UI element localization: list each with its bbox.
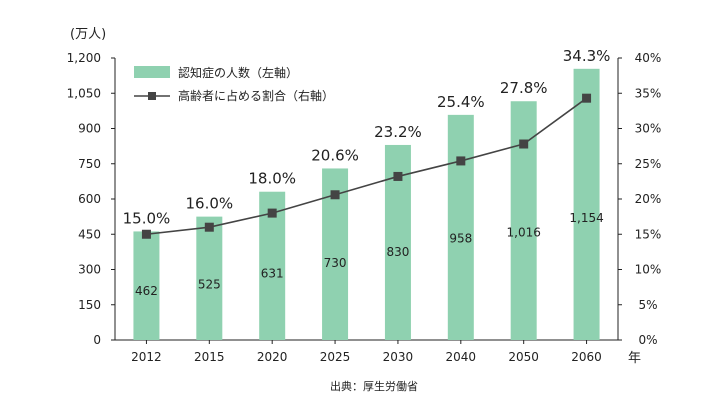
ratio-line-series (146, 97, 588, 236)
x-tick-label: 2050 (508, 350, 539, 364)
line-marker (141, 229, 151, 239)
left-tick-label: 300 (78, 263, 101, 277)
line-marker (519, 139, 529, 149)
legend-line-marker (148, 92, 156, 100)
x-tick-label: 2012 (131, 350, 162, 364)
left-tick-label: 900 (78, 122, 101, 136)
bar-value-label: 730 (324, 256, 347, 270)
legend-line-label: 高齢者に占める割合（右軸） (178, 88, 334, 103)
right-tick-label: 5% (638, 298, 657, 312)
line-value-label: 25.4% (437, 93, 485, 111)
line-markers (141, 93, 592, 239)
bar-value-label: 1,154 (569, 211, 603, 225)
left-axis-unit: (万人) (70, 27, 106, 42)
x-tick-label: 2025 (320, 350, 351, 364)
bar (133, 231, 160, 340)
bar-value-label: 958 (449, 232, 472, 246)
x-axis-unit: 年 (628, 351, 641, 366)
left-tick-label: 750 (78, 157, 101, 171)
right-tick-label: 30% (635, 122, 662, 136)
left-axis-ticks: 0 150 300 450 600 750 900 1,050 1,200 (67, 51, 115, 347)
legend: 認知症の人数（左軸） 高齢者に占める割合（右軸） (134, 65, 334, 103)
line-marker (456, 156, 466, 166)
line-value-labels: 15.0% 16.0% 18.0% 20.6% 23.2% 25.4% 27.8% 34.3% (123, 47, 611, 228)
line-value-label: 23.2% (374, 123, 422, 141)
left-tick-label: 150 (78, 298, 101, 312)
ratio-line (146, 97, 588, 236)
line-value-label: 34.3% (563, 47, 611, 65)
line-value-label: 15.0% (123, 209, 171, 227)
x-tick-label: 2060 (571, 350, 602, 364)
line-marker (582, 93, 592, 103)
right-tick-label: 35% (635, 86, 662, 100)
bar-value-label: 525 (198, 277, 221, 291)
right-tick-label: 25% (635, 157, 662, 171)
right-tick-label: 10% (635, 263, 662, 277)
x-tick-label: 2020 (257, 350, 288, 364)
left-tick-label: 450 (78, 227, 101, 241)
bar (447, 114, 474, 341)
line-marker (330, 190, 340, 200)
line-marker (267, 208, 277, 218)
line-value-label: 18.0% (248, 170, 296, 188)
bar (196, 216, 223, 340)
right-tick-label: 40% (635, 51, 662, 65)
bars (133, 68, 600, 341)
x-tick-label: 2030 (383, 350, 414, 364)
source-note: 出典：厚生労働省 (330, 379, 418, 393)
right-tick-label: 15% (635, 227, 662, 241)
bar (573, 68, 600, 340)
right-tick-label: 0% (638, 333, 657, 347)
line-value-label: 27.8% (500, 79, 548, 97)
line-marker (393, 171, 403, 181)
bar-value-label: 1,016 (507, 226, 541, 240)
legend-bar-swatch (134, 66, 170, 78)
left-tick-label: 600 (78, 192, 101, 206)
x-tick-label: 2015 (194, 350, 225, 364)
x-tick-label: 2040 (446, 350, 477, 364)
bar-value-labels: 462 525 631 730 830 958 1,016 1,154 (135, 211, 604, 298)
left-tick-label: 1,050 (67, 86, 101, 100)
right-axis-ticks: 0% 5% 10% 15% 20% 25% 30% 35% 40% (618, 51, 661, 347)
bar-value-label: 830 (386, 245, 409, 259)
line-marker (204, 222, 214, 232)
bar-value-label: 462 (135, 284, 158, 298)
line-value-label: 16.0% (185, 195, 233, 213)
right-tick-label: 20% (635, 192, 662, 206)
bar-value-label: 631 (261, 266, 284, 280)
left-tick-label: 0 (93, 333, 101, 347)
x-axis-ticks: 2012 2015 2020 2025 2030 2040 2050 2060 (131, 340, 602, 364)
left-tick-label: 1,200 (67, 51, 101, 65)
line-value-label: 20.6% (311, 146, 359, 164)
legend-bar-label: 認知症の人数（左軸） (178, 65, 298, 80)
